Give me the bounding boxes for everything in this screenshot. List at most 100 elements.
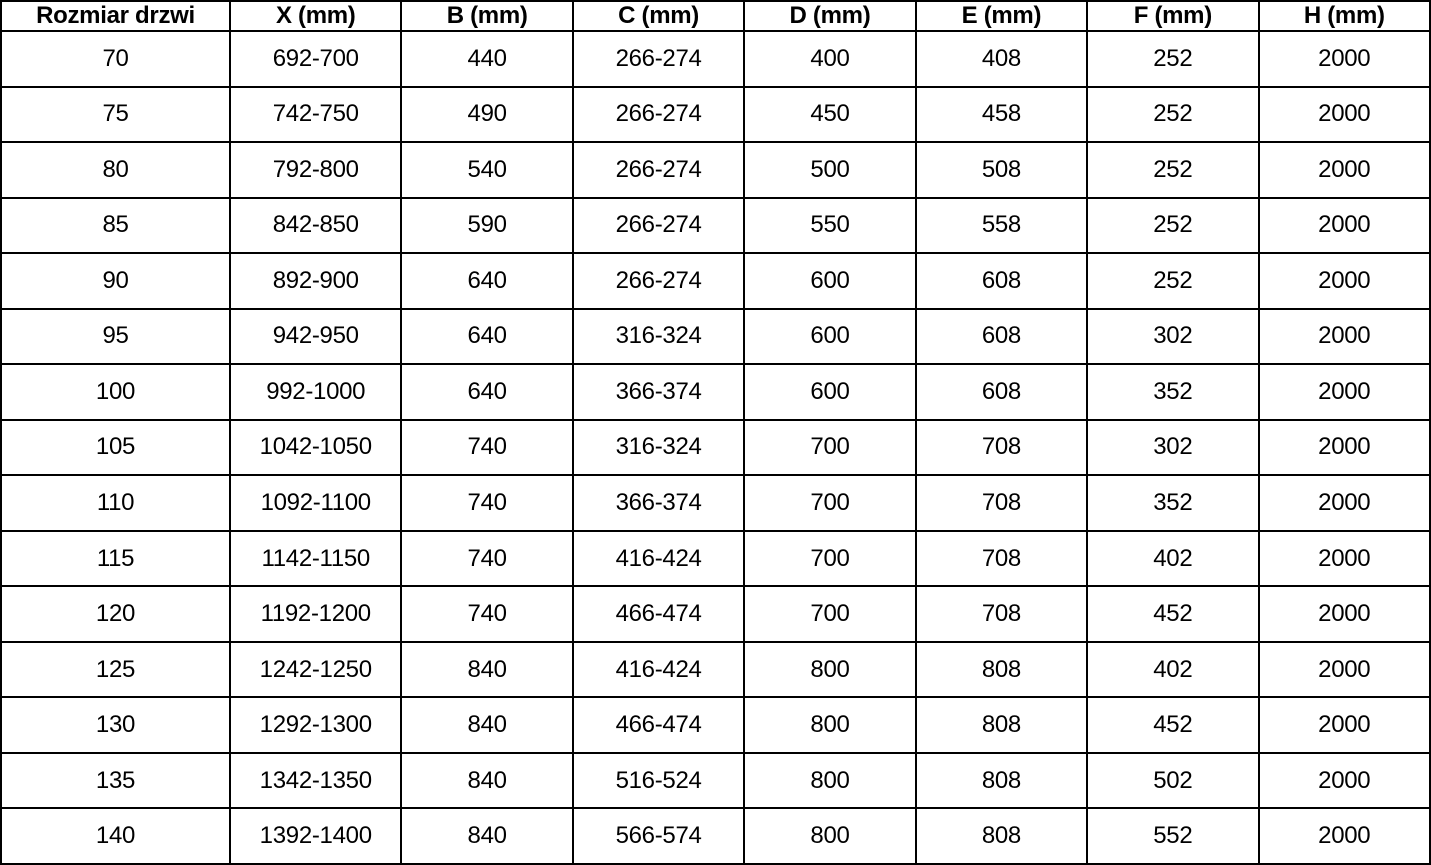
dimension-cell: 402 (1086, 640, 1260, 699)
door-size-cell: 75 (0, 85, 231, 144)
dimension-cell: 700 (743, 474, 917, 532)
dimension-cell: 452 (1086, 585, 1260, 643)
dimension-cell: 992-1000 (228, 363, 403, 421)
dimension-cell: 708 (914, 474, 1089, 532)
dimension-cell: 942-950 (228, 307, 403, 366)
dimension-cell: 440 (400, 30, 574, 88)
dimension-cell: 1242-1250 (228, 640, 403, 699)
dimension-cell: 590 (400, 196, 574, 255)
dimension-cell: 266-274 (571, 30, 746, 88)
door-size-cell: 120 (0, 585, 231, 643)
door-size-cell: 125 (0, 640, 231, 699)
dimension-cell: 808 (914, 640, 1089, 699)
dimension-cell: 808 (914, 807, 1089, 865)
table-row: 90 892-900 640 266-274 600 608 252 2000 (0, 252, 1431, 310)
column-header: B (mm) (400, 0, 574, 32)
door-size-cell: 130 (0, 696, 231, 754)
dimension-cell: 458 (914, 85, 1089, 144)
column-header: X (mm) (228, 0, 403, 32)
dimension-cell: 740 (400, 529, 574, 588)
dimension-cell: 366-374 (571, 363, 746, 421)
dimension-cell: 708 (914, 418, 1089, 477)
dimension-cell: 1142-1150 (228, 529, 403, 588)
dimension-cell: 740 (400, 418, 574, 477)
dimension-cell: 808 (914, 751, 1089, 810)
dimension-cell: 2000 (1257, 307, 1431, 366)
dimension-cell: 466-474 (571, 696, 746, 754)
dimension-cell: 800 (743, 696, 917, 754)
dimension-cell: 840 (400, 751, 574, 810)
header-row: Rozmiar drzwi X (mm) B (mm) C (mm) D (mm) E (… (0, 0, 1431, 32)
dimension-cell: 266-274 (571, 141, 746, 199)
table-row: 125 1242-1250 840 416-424 800 808 402 2000 (0, 640, 1431, 699)
dimension-cell: 352 (1086, 363, 1260, 421)
column-header: D (mm) (743, 0, 917, 32)
dimension-cell: 640 (400, 307, 574, 366)
dimension-cell: 252 (1086, 85, 1260, 144)
dimension-cell: 600 (743, 307, 917, 366)
dimension-cell: 700 (743, 529, 917, 588)
dimension-cell: 840 (400, 807, 574, 865)
dimension-cell: 566-574 (571, 807, 746, 865)
column-header: H (mm) (1257, 0, 1431, 32)
table-row: 75 742-750 490 266-274 450 458 252 2000 (0, 85, 1431, 144)
dimension-cell: 840 (400, 640, 574, 699)
table-row: 135 1342-1350 840 516-524 800 808 502 2000 (0, 751, 1431, 810)
dimension-cell: 466-474 (571, 585, 746, 643)
dimension-cell: 800 (743, 751, 917, 810)
dimension-cell: 2000 (1257, 696, 1431, 754)
column-header: F (mm) (1086, 0, 1260, 32)
door-size-cell: 105 (0, 418, 231, 477)
column-header: Rozmiar drzwi (0, 0, 231, 32)
dimension-cell: 450 (743, 85, 917, 144)
door-size-cell: 140 (0, 807, 231, 865)
dimension-cell: 2000 (1257, 85, 1431, 144)
dimension-cell: 550 (743, 196, 917, 255)
dimension-cell: 2000 (1257, 585, 1431, 643)
dimension-cell: 2000 (1257, 363, 1431, 421)
table-row: 100 992-1000 640 366-374 600 608 352 2000 (0, 363, 1431, 421)
dimension-cell: 408 (914, 30, 1089, 88)
dimension-cell: 352 (1086, 474, 1260, 532)
column-header: E (mm) (914, 0, 1089, 32)
dimension-cell: 600 (743, 252, 917, 310)
door-size-cell: 80 (0, 141, 231, 199)
dimension-cell: 558 (914, 196, 1089, 255)
dimension-cell: 400 (743, 30, 917, 88)
dimension-cell: 252 (1086, 252, 1260, 310)
dimension-cell: 1392-1400 (228, 807, 403, 865)
dimension-cell: 500 (743, 141, 917, 199)
table-body: 70 692-700 440 266-274 400 408 252 2000 75 742-75… (0, 30, 1431, 865)
dimension-cell: 266-274 (571, 85, 746, 144)
dimension-cell: 608 (914, 307, 1089, 366)
dimension-cell: 740 (400, 474, 574, 532)
dimension-cell: 800 (743, 640, 917, 699)
dimension-cell: 316-324 (571, 307, 746, 366)
dimension-cell: 840 (400, 696, 574, 754)
dimension-cell: 302 (1086, 307, 1260, 366)
dimension-cell: 2000 (1257, 640, 1431, 699)
dimension-cell: 252 (1086, 30, 1260, 88)
dimension-cell: 842-850 (228, 196, 403, 255)
dimension-cell: 2000 (1257, 196, 1431, 255)
dimension-cell: 316-324 (571, 418, 746, 477)
dimension-cell: 2000 (1257, 418, 1431, 477)
dimension-cell: 402 (1086, 529, 1260, 588)
table-header: Rozmiar drzwi X (mm) B (mm) C (mm) D (mm) E (… (0, 0, 1431, 32)
dimension-cell: 366-374 (571, 474, 746, 532)
column-header: C (mm) (571, 0, 746, 32)
dimension-cell: 2000 (1257, 252, 1431, 310)
table-row: 130 1292-1300 840 466-474 800 808 452 2000 (0, 696, 1431, 754)
dimension-cell: 2000 (1257, 807, 1431, 865)
table-row: 80 792-800 540 266-274 500 508 252 2000 (0, 141, 1431, 199)
table-row: 140 1392-1400 840 566-574 800 808 552 2000 (0, 807, 1431, 865)
dimension-cell: 608 (914, 252, 1089, 310)
table-row: 120 1192-1200 740 466-474 700 708 452 2000 (0, 585, 1431, 643)
dimension-cell: 700 (743, 585, 917, 643)
dimension-cell: 508 (914, 141, 1089, 199)
dimension-cell: 490 (400, 85, 574, 144)
table-row: 95 942-950 640 316-324 600 608 302 2000 (0, 307, 1431, 366)
dimension-cell: 452 (1086, 696, 1260, 754)
dimension-cell: 608 (914, 363, 1089, 421)
dimension-cell: 892-900 (228, 252, 403, 310)
